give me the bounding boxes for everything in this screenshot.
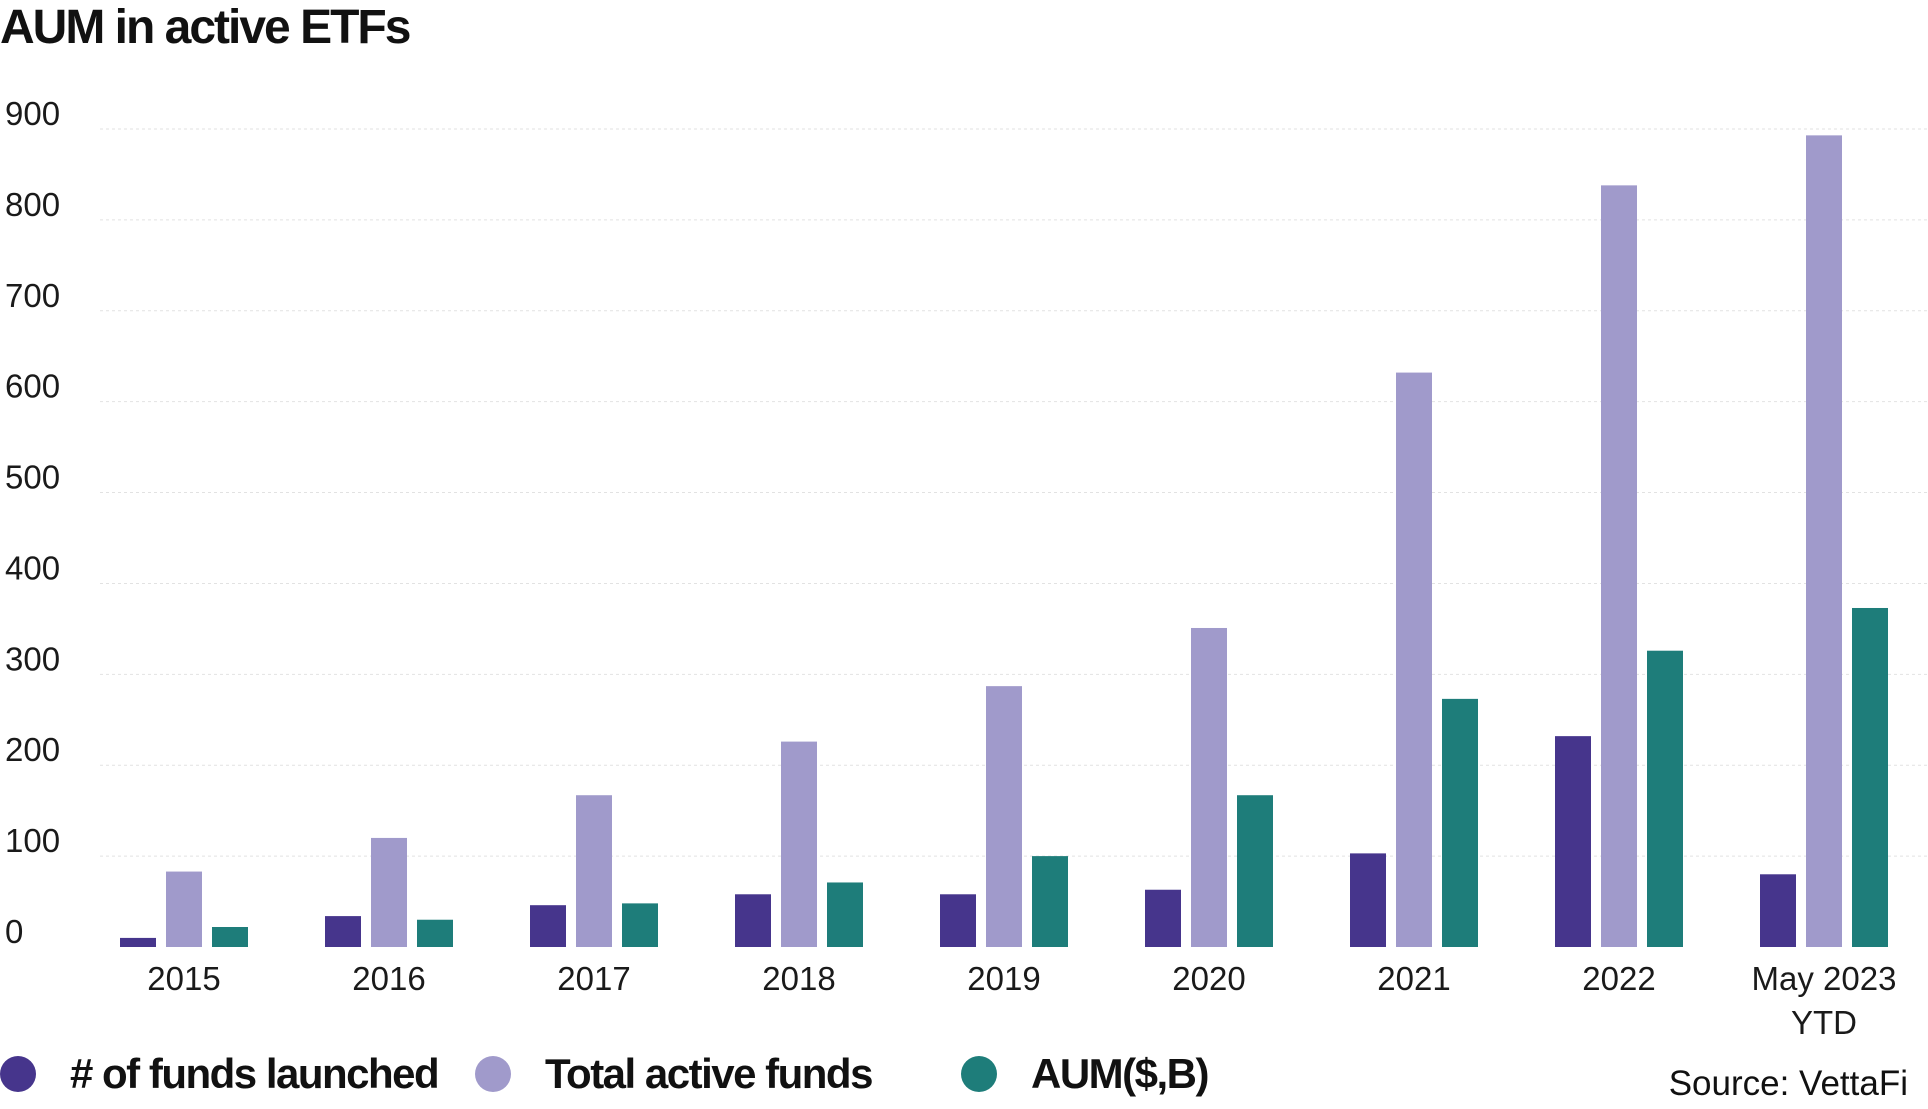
- bar: [212, 927, 248, 947]
- legend-label-total-active-funds: Total active funds: [545, 1050, 873, 1097]
- bar: [530, 905, 566, 947]
- x-tick-label: 2021: [1377, 960, 1450, 997]
- x-tick-label: 2015: [147, 960, 220, 997]
- bar: [1032, 856, 1068, 947]
- y-tick-label: 300: [5, 640, 60, 677]
- bar: [371, 837, 407, 947]
- legend-item-funds-launched: # of funds launched: [0, 1050, 475, 1098]
- legend-dot-aum: [961, 1056, 997, 1092]
- y-tick-label: 600: [5, 368, 60, 405]
- bars: [120, 135, 1888, 948]
- bar: [166, 871, 202, 947]
- x-axis-ticks: 2015 2016 2017 2018 2019 2020 2021 2022 May 2023…: [147, 960, 1896, 1041]
- x-tick-label: 2017: [557, 960, 630, 997]
- bar: [940, 894, 976, 947]
- legend-label-funds-launched: # of funds launched: [70, 1050, 440, 1097]
- x-tick-label: YTD: [1791, 1004, 1857, 1041]
- x-tick-label: May 2023: [1752, 960, 1897, 997]
- x-tick-label: 2022: [1582, 960, 1655, 997]
- y-tick-label: 800: [5, 186, 60, 223]
- bar: [827, 882, 863, 947]
- bar: [1350, 853, 1386, 947]
- source-note: Source: VettaFi: [1668, 1064, 1908, 1103]
- bar: [986, 686, 1022, 947]
- x-tick-label: 2019: [967, 960, 1040, 997]
- x-tick-label: 2020: [1172, 960, 1245, 997]
- y-tick-label: 400: [5, 549, 60, 586]
- bar: [576, 795, 612, 947]
- bar: [1555, 736, 1591, 947]
- y-tick-label: 500: [5, 459, 60, 496]
- legend-item-aum: AUM($,B): [961, 1050, 1209, 1098]
- bar: [781, 741, 817, 947]
- bar: [1806, 135, 1842, 947]
- bar: [1760, 874, 1796, 947]
- y-tick-label: 900: [5, 95, 60, 132]
- bar: [1237, 795, 1273, 947]
- legend-label-aum: AUM($,B): [1031, 1050, 1209, 1097]
- legend: # of funds launched Total active funds A…: [0, 1046, 1209, 1102]
- bar: [1601, 185, 1637, 948]
- x-tick-label: 2016: [352, 960, 425, 997]
- x-tick-label: 2018: [762, 960, 835, 997]
- bar: [1647, 650, 1683, 947]
- bar: [1396, 372, 1432, 947]
- y-axis-ticks: 0 100 200 300 400 500 600 700 800 900: [5, 95, 60, 950]
- bar: [1852, 607, 1888, 947]
- bar: [1442, 698, 1478, 947]
- bar: [622, 903, 658, 947]
- legend-item-total-active-funds: Total active funds: [475, 1050, 961, 1098]
- y-tick-label: 100: [5, 822, 60, 859]
- bar: [417, 919, 453, 947]
- chart-title: AUM in active ETFs: [0, 1, 411, 54]
- bar: [1191, 627, 1227, 947]
- y-tick-label: 200: [5, 731, 60, 768]
- legend-dot-total-active-funds: [475, 1056, 511, 1092]
- legend-dot-funds-launched: [0, 1056, 36, 1092]
- bar: [1145, 889, 1181, 947]
- y-tick-label: 0: [5, 913, 23, 950]
- bar: [120, 937, 156, 947]
- bar: [325, 916, 361, 947]
- bar: [735, 894, 771, 947]
- y-tick-label: 700: [5, 277, 60, 314]
